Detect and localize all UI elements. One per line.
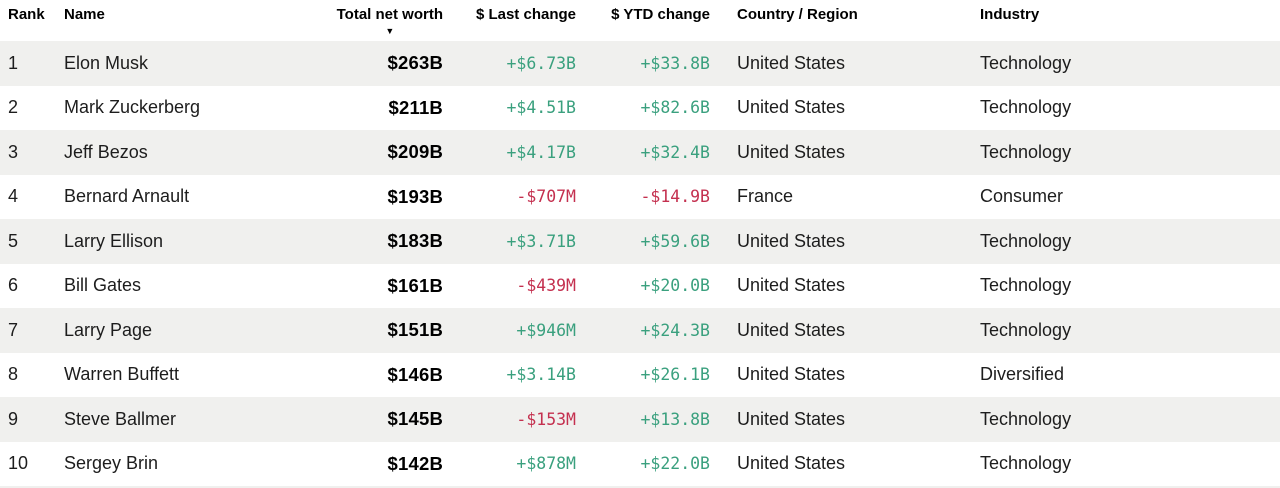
industry-cell: Diversified bbox=[980, 364, 1065, 385]
column-header-name[interactable]: Name bbox=[64, 6, 105, 23]
ytd-change-cell: +$13.8B bbox=[640, 409, 710, 429]
country-cell: United States bbox=[737, 408, 846, 429]
rank-cell: 9 bbox=[8, 408, 19, 429]
net-worth-cell: $146B bbox=[387, 363, 443, 385]
column-header-last-change[interactable]: $ Last change bbox=[475, 6, 576, 23]
ytd-change-cell: +$20.0B bbox=[640, 276, 710, 296]
last-change-cell: -$707M bbox=[516, 187, 576, 207]
country-cell: United States bbox=[737, 319, 846, 340]
table-row[interactable]: 5 Larry Ellison $183B +$3.71B +$59.6B Un… bbox=[0, 219, 1280, 264]
table-row[interactable]: 10 Sergey Brin $142B +$878M +$22.0B Unit… bbox=[0, 441, 1280, 486]
table-body: 1 Elon Musk $263B +$6.73B +$33.8B United… bbox=[0, 41, 1280, 486]
table-row[interactable]: 1 Elon Musk $263B +$6.73B +$33.8B United… bbox=[0, 41, 1280, 86]
ytd-change-cell: -$14.9B bbox=[640, 187, 710, 207]
table-row[interactable]: 8 Warren Buffett $146B +$3.14B +$26.1B U… bbox=[0, 352, 1280, 397]
rank-cell: 7 bbox=[8, 319, 19, 340]
ytd-change-cell: +$26.1B bbox=[640, 365, 710, 385]
last-change-cell: +$4.17B bbox=[506, 142, 576, 162]
ytd-change-cell: +$32.4B bbox=[640, 142, 710, 162]
table-row[interactable]: 9 Steve Ballmer $145B -$153M +$13.8B Uni… bbox=[0, 397, 1280, 442]
net-worth-cell: $211B bbox=[388, 96, 443, 118]
ytd-change-cell: +$59.6B bbox=[640, 231, 710, 251]
ytd-change-cell: +$24.3B bbox=[640, 320, 710, 340]
industry-cell: Technology bbox=[980, 319, 1072, 340]
table-row[interactable]: 7 Larry Page $151B +$946M +$24.3B United… bbox=[0, 308, 1280, 353]
rank-cell: 2 bbox=[8, 97, 19, 118]
table-row[interactable]: 4 Bernard Arnault $193B -$707M -$14.9B F… bbox=[0, 174, 1280, 219]
last-change-cell: +$3.14B bbox=[506, 365, 576, 385]
name-cell[interactable]: Steve Ballmer bbox=[64, 408, 177, 429]
rank-cell: 6 bbox=[8, 275, 19, 296]
country-cell: United States bbox=[737, 364, 846, 385]
column-header-country[interactable]: Country / Region bbox=[737, 6, 858, 23]
net-worth-cell: $209B bbox=[387, 141, 443, 163]
name-cell[interactable]: Bernard Arnault bbox=[64, 186, 190, 207]
ytd-change-cell: +$33.8B bbox=[640, 53, 710, 73]
industry-cell: Consumer bbox=[980, 186, 1064, 207]
ytd-change-cell: +$22.0B bbox=[640, 454, 710, 474]
industry-cell: Technology bbox=[980, 453, 1072, 474]
table-row[interactable]: 6 Bill Gates $161B -$439M +$20.0B United… bbox=[0, 263, 1280, 308]
last-change-cell: +$6.73B bbox=[506, 53, 576, 73]
net-worth-cell: $145B bbox=[387, 408, 443, 430]
column-header-rank[interactable]: Rank bbox=[8, 6, 45, 23]
industry-cell: Technology bbox=[980, 52, 1072, 73]
column-header-net-worth-label: Total net worth bbox=[336, 6, 443, 23]
country-cell: United States bbox=[737, 453, 846, 474]
table-header: Rank Name Total net worth ▼ $ Last chang… bbox=[0, 0, 1280, 41]
next-row-edge bbox=[0, 486, 1280, 488]
name-cell[interactable]: Mark Zuckerberg bbox=[64, 97, 201, 118]
country-cell: United States bbox=[737, 141, 846, 162]
net-worth-cell: $161B bbox=[387, 274, 443, 296]
country-cell: United States bbox=[737, 230, 846, 251]
rank-cell: 3 bbox=[8, 141, 19, 162]
country-cell: United States bbox=[737, 52, 846, 73]
name-cell[interactable]: Bill Gates bbox=[64, 275, 142, 296]
rank-cell: 8 bbox=[8, 364, 19, 385]
last-change-cell: +$3.71B bbox=[506, 231, 576, 251]
rank-cell: 4 bbox=[8, 186, 19, 207]
table-row[interactable]: 2 Mark Zuckerberg $211B +$4.51B +$82.6B … bbox=[0, 85, 1280, 130]
table-row[interactable]: 3 Jeff Bezos $209B +$4.17B +$32.4B Unite… bbox=[0, 130, 1280, 175]
last-change-cell: +$4.51B bbox=[506, 98, 576, 118]
ytd-change-cell: +$82.6B bbox=[640, 98, 710, 118]
net-worth-cell: $151B bbox=[387, 319, 443, 341]
name-cell[interactable]: Sergey Brin bbox=[64, 453, 159, 474]
net-worth-cell: $263B bbox=[387, 52, 443, 74]
name-cell[interactable]: Jeff Bezos bbox=[64, 141, 148, 162]
column-header-industry[interactable]: Industry bbox=[980, 6, 1040, 23]
industry-cell: Technology bbox=[980, 97, 1072, 118]
name-cell[interactable]: Elon Musk bbox=[64, 52, 149, 73]
rank-cell: 10 bbox=[8, 453, 29, 474]
last-change-cell: +$878M bbox=[516, 454, 576, 474]
rank-cell: 1 bbox=[8, 52, 19, 73]
country-cell: France bbox=[737, 186, 794, 207]
rank-cell: 5 bbox=[8, 230, 19, 251]
column-header-net-worth[interactable]: Total net worth ▼ bbox=[322, 6, 443, 38]
column-header-ytd-change[interactable]: $ YTD change bbox=[611, 6, 710, 23]
industry-cell: Technology bbox=[980, 141, 1072, 162]
last-change-cell: -$439M bbox=[516, 276, 576, 296]
net-worth-cell: $183B bbox=[387, 230, 443, 252]
sort-descending-icon: ▼ bbox=[385, 26, 395, 36]
name-cell[interactable]: Warren Buffett bbox=[64, 364, 180, 385]
last-change-cell: -$153M bbox=[516, 409, 576, 429]
industry-cell: Technology bbox=[980, 230, 1072, 251]
country-cell: United States bbox=[737, 97, 846, 118]
industry-cell: Technology bbox=[980, 275, 1072, 296]
name-cell[interactable]: Larry Page bbox=[64, 319, 153, 340]
country-cell: United States bbox=[737, 275, 846, 296]
name-cell[interactable]: Larry Ellison bbox=[64, 230, 164, 251]
industry-cell: Technology bbox=[980, 408, 1072, 429]
net-worth-cell: $193B bbox=[387, 185, 443, 207]
net-worth-cell: $142B bbox=[387, 452, 443, 474]
last-change-cell: +$946M bbox=[516, 320, 576, 340]
